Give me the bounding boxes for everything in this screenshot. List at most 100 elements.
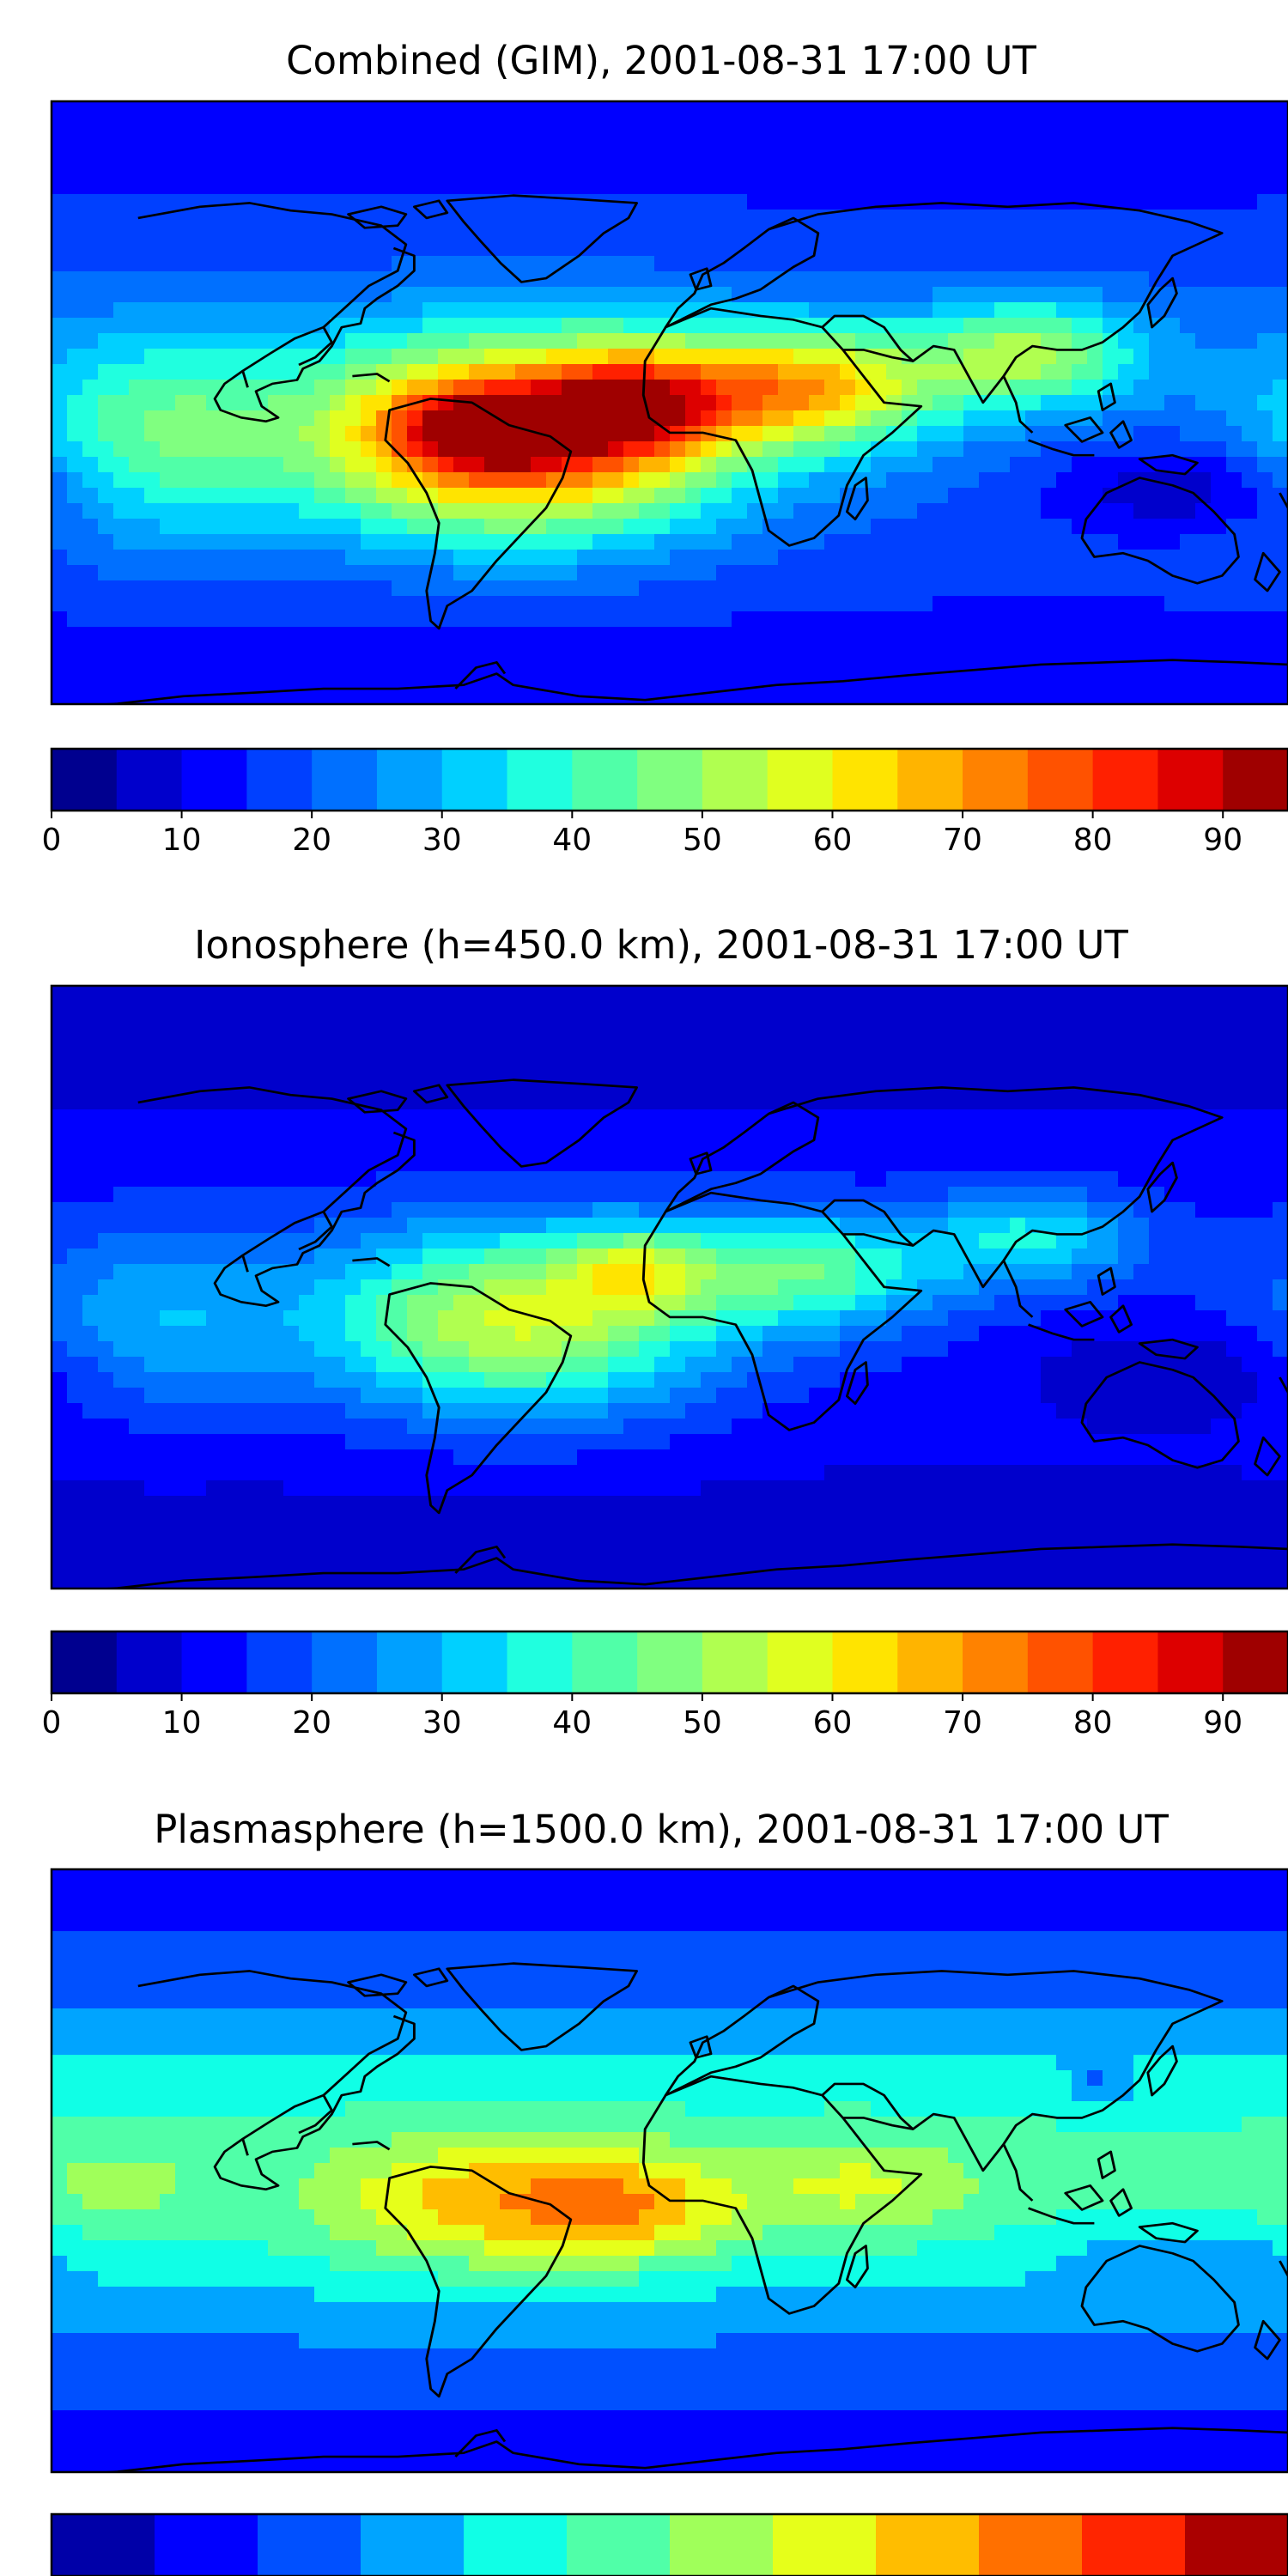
heat-cell xyxy=(732,380,748,396)
heat-cell xyxy=(113,333,130,349)
heat-cell xyxy=(793,1264,810,1280)
heat-cell xyxy=(933,225,949,241)
heat-cell xyxy=(855,673,872,690)
heat-cell xyxy=(963,179,980,195)
heat-cell xyxy=(1133,488,1150,504)
heat-cell xyxy=(1149,1125,1165,1141)
heat-cell xyxy=(840,441,856,458)
heat-cell xyxy=(191,550,207,566)
heat-cell xyxy=(963,1063,980,1079)
heat-cell xyxy=(562,1233,578,1249)
heat-cell xyxy=(1010,611,1026,628)
heat-cell xyxy=(670,410,686,427)
heat-cell xyxy=(1087,225,1103,241)
heat-cell xyxy=(392,132,408,149)
heat-cell xyxy=(175,1279,191,1296)
heat-cell xyxy=(453,302,470,319)
heat-cell xyxy=(1010,163,1026,179)
heat-cell xyxy=(500,1032,516,1048)
heat-cell xyxy=(1226,457,1242,473)
heat-cell xyxy=(330,1125,346,1141)
heat-cell xyxy=(762,1032,779,1048)
heat-cell xyxy=(701,1125,717,1141)
heat-cell xyxy=(608,1233,624,1249)
heat-cell xyxy=(1257,1202,1273,1218)
heat-cell xyxy=(531,611,547,628)
heat-cell xyxy=(701,1326,717,1342)
heat-cell xyxy=(82,1326,99,1342)
heat-cell xyxy=(562,287,578,303)
heat-cell xyxy=(562,1264,578,1280)
heat-cell xyxy=(438,1048,454,1064)
heat-cell xyxy=(175,1249,191,1265)
heat-cell xyxy=(562,1187,578,1203)
heat-cell xyxy=(422,658,439,674)
heat-cell xyxy=(268,1063,284,1079)
heat-cell xyxy=(917,1078,933,1095)
heat-cell xyxy=(933,117,949,133)
heat-cell xyxy=(685,1326,702,1342)
heat-cell xyxy=(716,1109,732,1126)
heat-cell xyxy=(500,596,516,612)
heat-cell xyxy=(732,117,748,133)
heat-cell xyxy=(1056,1202,1072,1218)
heat-cell xyxy=(979,364,995,380)
heat-cell xyxy=(1180,503,1196,519)
heat-cell xyxy=(175,117,191,133)
heat-cell xyxy=(222,627,238,643)
heat-cell xyxy=(1180,1218,1196,1234)
heat-cell xyxy=(345,240,361,257)
heat-cell xyxy=(206,472,222,489)
heat-cell xyxy=(1087,132,1103,149)
heat-cell xyxy=(824,1295,841,1311)
heat-cell xyxy=(1164,194,1181,210)
heat-cell xyxy=(469,642,485,659)
heat-cell xyxy=(933,210,949,226)
heat-cell xyxy=(762,179,779,195)
heat-cell xyxy=(762,596,779,612)
heat-cell xyxy=(252,472,269,489)
heat-cell xyxy=(654,1017,671,1033)
heat-cell xyxy=(1118,1094,1134,1110)
heat-cell xyxy=(871,1125,887,1141)
heat-cell xyxy=(623,503,640,519)
heat-cell xyxy=(67,1187,83,1203)
heat-cell xyxy=(871,1187,887,1203)
heat-cell xyxy=(222,596,238,612)
heat-cell xyxy=(191,1140,207,1157)
heat-cell xyxy=(252,240,269,257)
heat-cell xyxy=(345,1218,361,1234)
heat-cell xyxy=(886,1249,902,1265)
heat-cell xyxy=(314,673,331,690)
heat-cell xyxy=(268,596,284,612)
heat-cell xyxy=(376,488,392,504)
heat-cell xyxy=(469,1295,485,1311)
heat-cell xyxy=(252,1218,269,1234)
heat-cell xyxy=(670,1109,686,1126)
heat-cell xyxy=(809,627,825,643)
heat-cell xyxy=(222,1310,238,1327)
heat-cell xyxy=(1118,534,1134,550)
heat-cell xyxy=(206,256,222,272)
heat-cell xyxy=(562,658,578,674)
heat-cell xyxy=(191,1001,207,1018)
heat-cell xyxy=(1242,1140,1258,1157)
heat-cell xyxy=(1118,673,1134,690)
heat-cell xyxy=(654,986,671,1002)
heat-cell xyxy=(469,1063,485,1079)
heat-cell xyxy=(917,565,933,581)
heat-cell xyxy=(345,1048,361,1064)
heat-cell xyxy=(175,380,191,396)
heat-cell xyxy=(222,271,238,288)
heat-cell xyxy=(871,1109,887,1126)
heat-cell xyxy=(407,117,423,133)
heat-cell xyxy=(963,1140,980,1157)
heat-cell xyxy=(113,457,130,473)
heat-cell xyxy=(299,642,315,659)
heat-cell xyxy=(670,1156,686,1172)
heat-cell xyxy=(283,550,300,566)
heat-cell xyxy=(809,1078,825,1095)
heat-cell xyxy=(222,1171,238,1188)
heat-cell xyxy=(670,565,686,581)
heat-cell xyxy=(252,658,269,674)
